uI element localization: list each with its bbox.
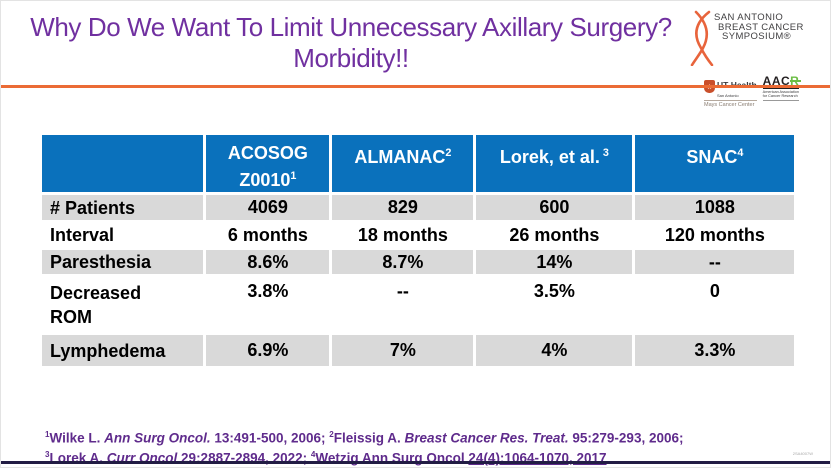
- header-cell-lorek: Lorek, et al. 3: [473, 132, 636, 195]
- morbidity-table-wrap: ACOSOG Z00101 ALMANAC2 Lorek, et al. 3 SN…: [38, 132, 798, 369]
- footer-divider: [1, 461, 830, 464]
- sabcs-org-name: SAN ANTONIO BREAST CANCER SYMPOSIUM®: [714, 13, 804, 42]
- row-label: Decreased ROM: [38, 274, 207, 335]
- table-cell: 3.3%: [632, 332, 798, 369]
- table-row-lymphedema: Lymphedema 6.9% 7% 4% 3.3%: [38, 332, 798, 369]
- citation-line-2: 3Lorek A. Curr Oncol 29:2887-2894, 2022;…: [45, 450, 607, 466]
- table-cell: 6.9%: [203, 332, 333, 369]
- table-row-paresthesia: Paresthesia 8.6% 8.7% 14% --: [38, 247, 798, 277]
- table-row-decreased-rom: Decreased ROM 3.8% -- 3.5% 0: [38, 274, 798, 335]
- table-cell: 120 months: [632, 220, 798, 250]
- aacr-acronym: AACR: [762, 74, 802, 88]
- header-cell-empty: [38, 132, 207, 195]
- mays-cancer-center-label: Mays Cancer Center: [704, 100, 757, 108]
- aacr-full-name: American Association for Cancer Research: [762, 88, 800, 100]
- table-cell: 3.5%: [473, 274, 636, 335]
- aacr-green-bar: [790, 80, 802, 82]
- table-cell: 1088: [632, 192, 798, 223]
- morbidity-table: ACOSOG Z00101 ALMANAC2 Lorek, et al. 3 SN…: [38, 132, 798, 369]
- table-cell: 7%: [329, 332, 477, 369]
- row-label: Paresthesia: [38, 247, 207, 277]
- sabcs-ribbon-icon: [690, 10, 714, 71]
- table-cell: 600: [473, 192, 636, 223]
- table-row-patients: # Patients 4069 829 600 1088: [38, 192, 798, 223]
- table-header-row: ACOSOG Z00101 ALMANAC2 Lorek, et al. 3 SN…: [38, 132, 798, 195]
- table-cell: 8.7%: [329, 247, 477, 277]
- ut-health-city: San Antonio: [717, 93, 739, 98]
- table-cell: 26 months: [473, 220, 636, 250]
- citation-line-1: 1Wilke L. Ann Surg Oncol. 13:491-500, 20…: [45, 430, 684, 446]
- ut-health-logo: ★ UT Health San Antonio Mays Cancer Cent…: [704, 75, 757, 108]
- header-cell-snac: SNAC4: [632, 132, 798, 195]
- row-label: # Patients: [38, 192, 207, 223]
- page-title: Why Do We Want To Limit Unnecessary Axil…: [1, 12, 701, 74]
- header-cell-acosog: ACOSOG Z00101: [203, 132, 333, 195]
- row-label: Lymphedema: [38, 332, 207, 369]
- table-cell: 4069: [203, 192, 333, 223]
- partner-logos: ★ UT Health San Antonio Mays Cancer Cent…: [704, 75, 824, 108]
- table-cell: 8.6%: [203, 247, 333, 277]
- table-cell: 0: [632, 274, 798, 335]
- title-line-1: Why Do We Want To Limit Unnecessary Axil…: [30, 12, 672, 42]
- table-cell: 14%: [473, 247, 636, 277]
- table-cell: 6 months: [203, 220, 333, 250]
- header-divider: [1, 85, 830, 88]
- table-cell: --: [632, 247, 798, 277]
- aacr-logo: AACR American Association for Cancer Res…: [762, 74, 802, 102]
- aacr-acronym-black: AAC: [762, 74, 791, 88]
- table-cell: --: [329, 274, 477, 335]
- org-name-line-1: SAN ANTONIO: [714, 12, 784, 23]
- org-name-line-3: SYMPOSIUM®: [722, 31, 792, 42]
- row-label: Interval: [38, 220, 207, 250]
- table-cell: 829: [329, 192, 477, 223]
- sabcs-logo: SAN ANTONIO BREAST CANCER SYMPOSIUM® ★ U…: [690, 8, 824, 108]
- org-name-line-2: BREAST CANCER: [718, 21, 804, 33]
- table-cell: 3.8%: [203, 274, 333, 335]
- sabcs-logo-top: SAN ANTONIO BREAST CANCER SYMPOSIUM®: [690, 8, 824, 71]
- table-row-interval: Interval 6 months 18 months 26 months 12…: [38, 220, 798, 250]
- watermark-text: 2SA4007W: [792, 451, 813, 456]
- header-cell-almanac: ALMANAC2: [329, 132, 477, 195]
- table-cell: 18 months: [329, 220, 477, 250]
- table-cell: 4%: [473, 332, 636, 369]
- title-line-2: Morbidity!!: [293, 43, 409, 73]
